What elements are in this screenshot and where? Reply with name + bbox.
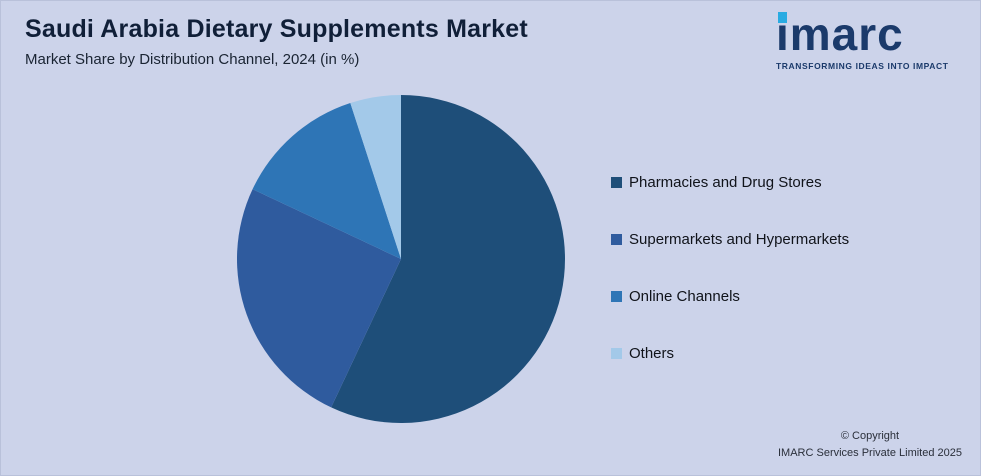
pie-slice bbox=[252, 103, 401, 259]
chart-legend: Pharmacies and Drug Stores Supermarkets … bbox=[611, 174, 849, 362]
pie-slice bbox=[331, 95, 566, 424]
pie-chart bbox=[237, 95, 566, 424]
legend-item: Others bbox=[611, 345, 849, 362]
legend-marker-icon bbox=[611, 234, 622, 245]
legend-marker-icon bbox=[611, 291, 622, 302]
imarc-logo-text: imarc bbox=[776, 8, 904, 60]
legend-label: Others bbox=[629, 345, 675, 362]
legend-marker-icon bbox=[611, 177, 622, 188]
imarc-logo-dot-icon bbox=[778, 12, 787, 23]
legend-item: Supermarkets and Hypermarkets bbox=[611, 231, 849, 248]
chart-area: Pharmacies and Drug Stores Supermarkets … bbox=[1, 89, 980, 475]
imarc-logo-tagline: TRANSFORMING IDEAS INTO IMPACT bbox=[776, 61, 949, 71]
copyright-line1: © Copyright bbox=[840, 430, 900, 442]
imarc-logo: imarc TRANSFORMING IDEAS INTO IMPACT bbox=[776, 11, 966, 71]
header: Saudi Arabia Dietary Supplements Market … bbox=[25, 15, 760, 68]
legend-item: Online Channels bbox=[611, 288, 849, 305]
legend-label: Pharmacies and Drug Stores bbox=[629, 174, 822, 191]
pie-slice bbox=[237, 189, 401, 408]
legend-label: Supermarkets and Hypermarkets bbox=[629, 231, 850, 248]
legend-marker-icon bbox=[611, 348, 622, 359]
copyright-notice: © Copyright IMARC Services Private Limit… bbox=[778, 428, 962, 461]
copyright-line2: IMARC Services Private Limited 2025 bbox=[777, 446, 962, 459]
page-title: Saudi Arabia Dietary Supplements Market bbox=[25, 15, 528, 43]
pie-slice bbox=[350, 95, 401, 259]
chart-subtitle: Market Share by Distribution Channel, 20… bbox=[25, 51, 360, 68]
pie-chart-container bbox=[231, 89, 571, 429]
legend-item: Pharmacies and Drug Stores bbox=[611, 174, 849, 191]
legend-label: Online Channels bbox=[629, 288, 740, 305]
